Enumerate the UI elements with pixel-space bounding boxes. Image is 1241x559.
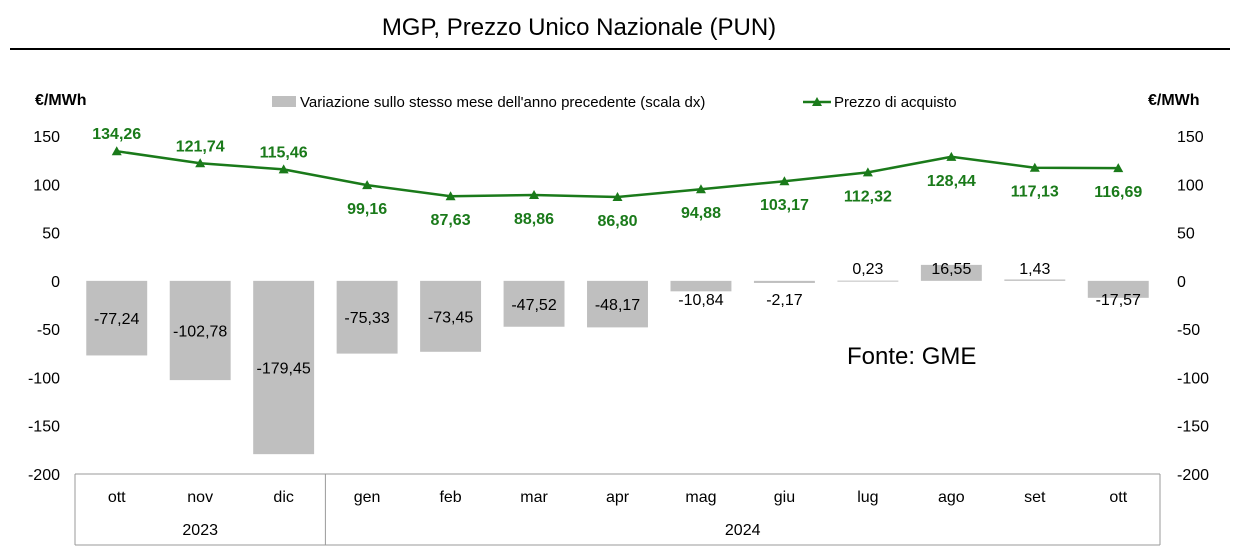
- price-point-marker: [529, 190, 540, 200]
- price-point-marker: [1029, 162, 1040, 172]
- x-tick-label: ago: [938, 489, 965, 506]
- bar: [670, 280, 732, 292]
- bar: [86, 280, 148, 356]
- y-tick-left: -200: [28, 467, 60, 484]
- source-note: Fonte: GME: [847, 343, 976, 370]
- bar-value-label: -77,24: [94, 311, 139, 328]
- price-point-marker: [278, 164, 289, 174]
- bar-value-label: -102,78: [173, 323, 227, 340]
- y-tick-left: 150: [33, 129, 60, 146]
- price-value-label: 116,69: [1094, 184, 1142, 201]
- y-tick-left: -150: [28, 419, 60, 436]
- price-value-label: 121,74: [176, 138, 225, 155]
- bar: [503, 280, 565, 327]
- bar-value-label: 1,43: [1019, 261, 1050, 278]
- y-tick-right: 150: [1177, 129, 1204, 146]
- bar: [753, 280, 815, 283]
- price-point-marker: [195, 158, 206, 168]
- bar: [420, 280, 482, 352]
- axes: 150 150 100 100 50 50 0 0 -50 -50 -100 -100 -150 -150…: [28, 129, 1209, 546]
- price-point-marker: [445, 191, 456, 201]
- year-group-label: 2024: [725, 522, 761, 539]
- y-tick-right: -50: [1177, 322, 1200, 339]
- bar-value-label: -47,52: [511, 297, 556, 314]
- price-value-label: 86,80: [597, 213, 637, 230]
- price-value-label: 117,13: [1011, 184, 1059, 201]
- bar: [1087, 280, 1149, 298]
- legend: Variazione sullo stesso mese dell'anno p…: [272, 94, 957, 111]
- price-point-marker: [779, 176, 790, 186]
- price-point-marker: [946, 151, 957, 161]
- y-tick-right: -100: [1177, 370, 1209, 387]
- price-point-marker: [862, 167, 873, 177]
- bar-value-label: -75,33: [344, 310, 389, 327]
- x-tick-label: nov: [187, 489, 213, 506]
- price-value-label: 94,88: [681, 205, 721, 222]
- x-tick-label: feb: [439, 489, 461, 506]
- y-tick-right: -150: [1177, 419, 1209, 436]
- year-group-label: 2023: [182, 522, 218, 539]
- y-axis-unit-right: €/MWh: [1148, 92, 1200, 109]
- x-tick-label: mar: [520, 489, 548, 506]
- y-tick-right: 100: [1177, 177, 1204, 194]
- price-value-label: 128,44: [927, 173, 976, 190]
- price-value-label: 103,17: [760, 197, 809, 214]
- bar-value-label: -73,45: [428, 309, 473, 326]
- bar-value-label: -179,45: [257, 361, 311, 378]
- y-axis-unit-left: €/MWh: [35, 92, 87, 109]
- x-tick-label: mag: [685, 489, 716, 506]
- x-tick-label: set: [1024, 489, 1046, 506]
- y-tick-left: 0: [51, 274, 60, 291]
- x-tick-label: apr: [606, 489, 630, 506]
- price-point-marker: [111, 146, 122, 156]
- bar-value-label: -2,17: [766, 292, 803, 309]
- y-tick-left: 100: [33, 177, 60, 194]
- bar-value-label: 16,55: [931, 261, 971, 278]
- price-point-marker: [362, 180, 373, 190]
- x-tick-label: dic: [273, 489, 293, 506]
- y-tick-left: -50: [37, 322, 60, 339]
- y-tick-left: 50: [42, 226, 60, 243]
- price-value-label: 112,32: [844, 188, 892, 205]
- bar: [920, 264, 982, 281]
- data-labels: -77,24 -102,78 -179,45 -75,33 -73,45 -47,52 -4…: [92, 126, 1142, 377]
- bar: [587, 280, 648, 328]
- price-point-marker: [695, 184, 706, 194]
- title-divider: [10, 48, 1230, 50]
- chart-title: MGP, Prezzo Unico Nazionale (PUN): [381, 14, 777, 41]
- bar: [253, 280, 315, 455]
- legend-bar-label: Variazione sullo stesso mese dell'anno p…: [300, 94, 705, 111]
- x-tick-label: gen: [354, 489, 381, 506]
- bar-value-label: -17,57: [1096, 292, 1141, 309]
- legend-bar-swatch: [272, 96, 296, 107]
- price-value-label: 115,46: [260, 144, 308, 161]
- price-value-label: 134,26: [92, 126, 141, 143]
- bar: [837, 280, 899, 282]
- price-point-marker: [612, 192, 623, 202]
- x-tick-label: lug: [857, 489, 878, 506]
- price-value-label: 99,16: [347, 201, 387, 218]
- bar: [1004, 279, 1066, 281]
- bar: [169, 280, 231, 381]
- price-point-marker: [1113, 163, 1124, 173]
- bar: [336, 280, 398, 354]
- price-value-label: 87,63: [431, 212, 471, 229]
- y-tick-left: -100: [28, 370, 60, 387]
- x-tick-label: ott: [108, 489, 126, 506]
- y-tick-right: 50: [1177, 226, 1195, 243]
- x-tick-label: giu: [774, 489, 795, 506]
- bar-value-label: 0,23: [852, 261, 883, 278]
- bar-series: [86, 264, 1149, 455]
- y-tick-right: 0: [1177, 274, 1186, 291]
- line-series: [111, 146, 1124, 202]
- legend-triangle-marker-icon: [812, 97, 822, 106]
- price-value-label: 88,86: [514, 211, 554, 228]
- y-tick-right: -200: [1177, 467, 1209, 484]
- x-tick-label: ott: [1109, 489, 1127, 506]
- bar-value-label: -10,84: [678, 292, 723, 309]
- bar-value-label: -48,17: [595, 297, 640, 314]
- legend-line-label: Prezzo di acquisto: [834, 94, 957, 111]
